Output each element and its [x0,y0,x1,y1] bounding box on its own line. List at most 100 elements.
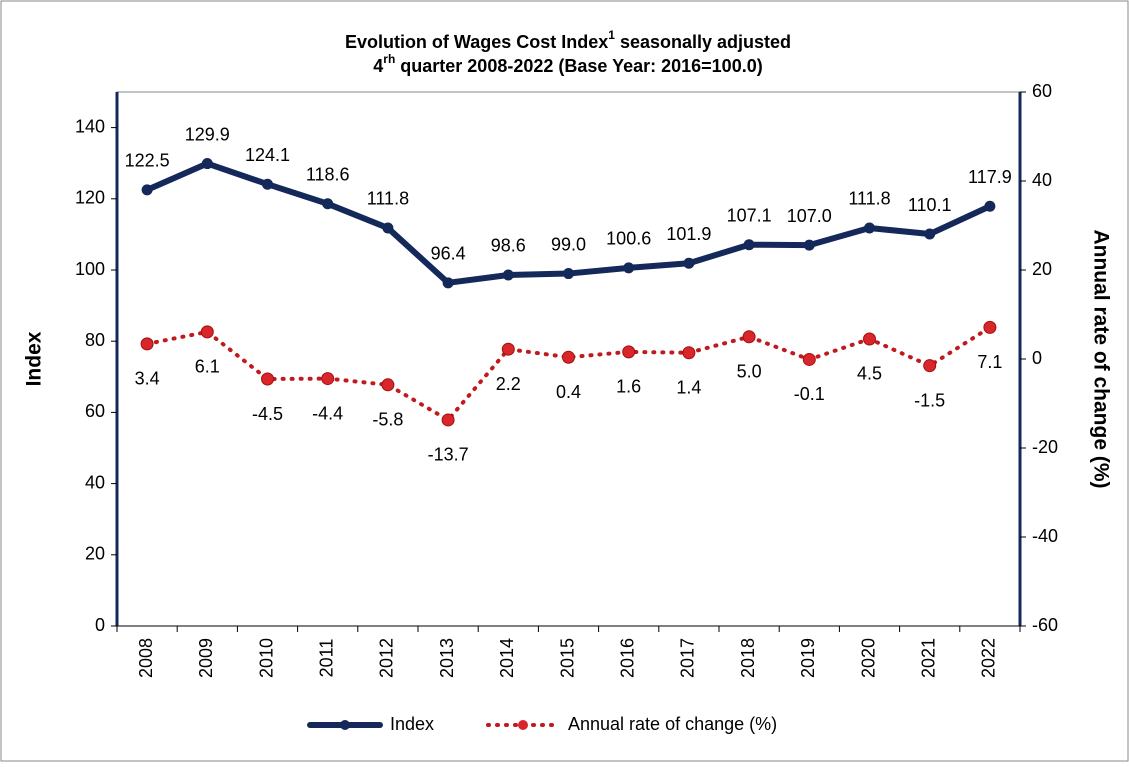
y-tick-label: 100 [75,259,105,279]
series-point [200,325,214,339]
data-label: 122.5 [125,151,170,171]
series-point [441,413,455,427]
x-tick-label: 2015 [557,638,577,678]
series-point [623,262,635,274]
data-label: 99.0 [551,234,586,254]
data-label: 4.5 [857,364,882,384]
data-label: -1.5 [914,390,945,410]
data-label: -5.8 [372,410,403,430]
series-point [984,200,996,212]
series-point [262,178,273,190]
data-label: 129.9 [185,124,230,144]
y2-tick-label: 0 [1032,348,1042,368]
x-tick-label: 2017 [678,638,698,678]
x-tick-label: 2012 [377,638,397,678]
data-label: 5.0 [737,362,762,382]
series-point [802,352,816,366]
data-label: -0.1 [794,384,825,404]
series-point [742,330,756,344]
legend-label: Index [390,714,434,734]
data-label: 124.1 [245,145,290,165]
series-point [743,239,755,251]
series-point [140,337,154,351]
series-point [322,198,334,210]
series-point [682,346,696,360]
data-label: 1.6 [616,377,641,397]
series-point [382,222,394,234]
data-label: -13.7 [428,445,469,465]
series-point [502,269,514,281]
data-label: 117.9 [968,167,1012,187]
y2-tick-label: 20 [1032,259,1052,279]
data-label: 107.1 [727,205,772,225]
data-label: -4.5 [252,404,283,424]
data-label: 6.1 [195,357,220,377]
x-tick-label: 2010 [256,638,276,678]
y2-tick-label: -40 [1032,526,1058,546]
data-label: 96.4 [431,244,466,264]
y-tick-label: 0 [95,615,105,635]
x-tick-label: 2013 [437,638,457,678]
series-point [803,239,815,251]
y-tick-label: 120 [75,188,105,208]
title-text: seasonally adjusted [615,32,791,52]
y2-tick-label: 40 [1032,170,1052,190]
series-point [683,257,695,269]
y-tick-label: 140 [75,116,105,136]
x-tick-label: 2021 [918,638,938,678]
data-label: 111.8 [367,189,409,209]
series-point [321,372,335,386]
x-tick-label: 2022 [979,638,999,678]
series-point [563,268,574,280]
data-label: -4.4 [312,403,343,423]
series-point [501,342,515,356]
y-tick-label: 40 [85,472,105,492]
series-point [923,359,937,373]
x-tick-label: 2008 [136,638,156,678]
data-label: 98.6 [491,236,526,256]
legend-marker [340,720,350,730]
legend-label: Annual rate of change (%) [568,714,777,734]
y-tick-label: 80 [85,330,105,350]
legend-marker [518,720,528,730]
x-tick-label: 2020 [858,638,878,678]
y2-axis-label: Annual rate of change (%) [1089,229,1112,488]
y-axis-label: Index [23,331,46,386]
series-point [864,222,875,234]
series-point [622,345,636,359]
series-point [562,350,575,364]
data-label: 107.0 [787,206,832,226]
y-tick-label: 60 [85,401,105,421]
x-tick-label: 2019 [798,638,818,678]
title-sup: 1 [608,28,615,42]
chart-title: Evolution of Wages Cost Index1 seasonall… [345,28,791,52]
series-point [863,332,876,346]
title-text: Evolution of Wages Cost Index [345,32,608,52]
data-label: 101.9 [666,224,711,244]
y2-tick-label: -60 [1032,615,1058,635]
y-tick-label: 20 [85,544,105,564]
y2-tick-label: 60 [1032,81,1052,101]
data-label: 100.6 [606,229,651,249]
title-text: quarter 2008-2022 (Base Year: 2016=100.0… [395,56,762,76]
data-label: 111.8 [848,189,890,209]
x-tick-label: 2016 [617,638,637,678]
chart-subtitle: 4rh quarter 2008-2022 (Base Year: 2016=1… [373,52,762,76]
series-point [442,277,454,289]
series-point [201,158,213,170]
data-label: 3.4 [135,369,160,389]
series-point [983,320,997,334]
series-point [141,184,153,196]
x-tick-label: 2018 [738,638,758,678]
series-point [924,228,936,240]
x-tick-label: 2014 [497,638,517,678]
x-tick-label: 2011 [316,639,336,678]
data-label: 118.6 [306,165,350,185]
data-label: 2.2 [496,374,521,394]
data-label: 7.1 [977,352,1002,372]
data-label: 110.1 [908,195,952,215]
series-point [261,372,274,386]
title-sup: rh [383,52,395,66]
x-tick-label: 2009 [196,638,216,678]
